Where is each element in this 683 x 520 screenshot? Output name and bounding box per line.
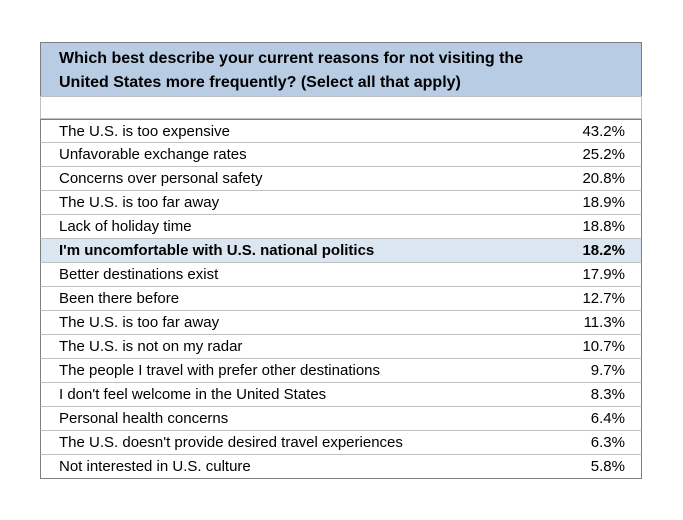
table-row: Been there before 12.7% (40, 287, 642, 311)
row-label: Lack of holiday time (59, 218, 192, 235)
row-label: The people I travel with prefer other de… (59, 362, 381, 379)
row-value: 11.3% (583, 314, 625, 331)
table-row: The U.S. doesn't provide desired travel … (40, 431, 642, 455)
row-label: The U.S. is too expensive (59, 123, 230, 140)
table-row: Not interested in U.S. culture 5.8% (40, 455, 642, 479)
row-label: The U.S. is too far away (59, 314, 220, 331)
row-label: The U.S. doesn't provide desired travel … (59, 434, 403, 451)
row-label: Personal health concerns (59, 410, 229, 427)
table-row: Concerns over personal safety 20.8% (40, 167, 642, 191)
row-value: 5.8% (590, 458, 625, 475)
table-row: Better destinations exist 17.9% (40, 263, 642, 287)
row-value: 43.2% (582, 123, 625, 140)
row-value: 6.3% (590, 434, 625, 451)
table-row: The U.S. is too expensive 43.2% (40, 119, 642, 143)
table-row: I don't feel welcome in the United State… (40, 383, 642, 407)
row-label: Concerns over personal safety (59, 170, 263, 187)
row-value: 18.2% (582, 242, 625, 259)
table-row: The people I travel with prefer other de… (40, 359, 642, 383)
row-label: Unfavorable exchange rates (59, 146, 247, 163)
row-label: Better destinations exist (59, 266, 219, 283)
row-label: Not interested in U.S. culture (59, 458, 251, 475)
row-label: Been there before (59, 290, 180, 307)
table-row: The U.S. is too far away 18.9% (40, 191, 642, 215)
row-value: 10.7% (582, 338, 625, 355)
row-value: 17.9% (582, 266, 625, 283)
table-title-line-2: United States more frequently? (Select a… (59, 74, 461, 91)
row-value: 18.8% (582, 218, 625, 235)
row-label: I don't feel welcome in the United State… (59, 386, 327, 403)
table-row: Unfavorable exchange rates 25.2% (40, 143, 642, 167)
row-value: 6.4% (590, 410, 625, 427)
table-body: The U.S. is too expensive 43.2% Unfavorabl… (40, 119, 642, 479)
row-label: The U.S. is not on my radar (59, 338, 243, 355)
table-row: The U.S. is not on my radar 10.7% (40, 335, 642, 359)
row-value: 9.7% (590, 362, 625, 379)
table-row: The U.S. is too far away 11.3% (40, 311, 642, 335)
row-value: 8.3% (590, 386, 625, 403)
row-value: 18.9% (582, 194, 625, 211)
table-row: I'm uncomfortable with U.S. national pol… (40, 239, 642, 263)
blank-row (40, 96, 642, 119)
table-title-line-1: Which best describe your current reasons… (59, 50, 524, 67)
table-row: Lack of holiday time 18.8% (40, 215, 642, 239)
row-label: I'm uncomfortable with U.S. national pol… (59, 242, 375, 259)
row-value: 25.2% (582, 146, 625, 163)
row-value: 20.8% (582, 170, 625, 187)
table-title: Which best describe your current reasons… (40, 42, 642, 96)
row-label: The U.S. is too far away (59, 194, 220, 211)
row-value: 12.7% (582, 290, 625, 307)
survey-table: Which best describe your current reasons… (40, 42, 642, 479)
table-row: Personal health concerns 6.4% (40, 407, 642, 431)
